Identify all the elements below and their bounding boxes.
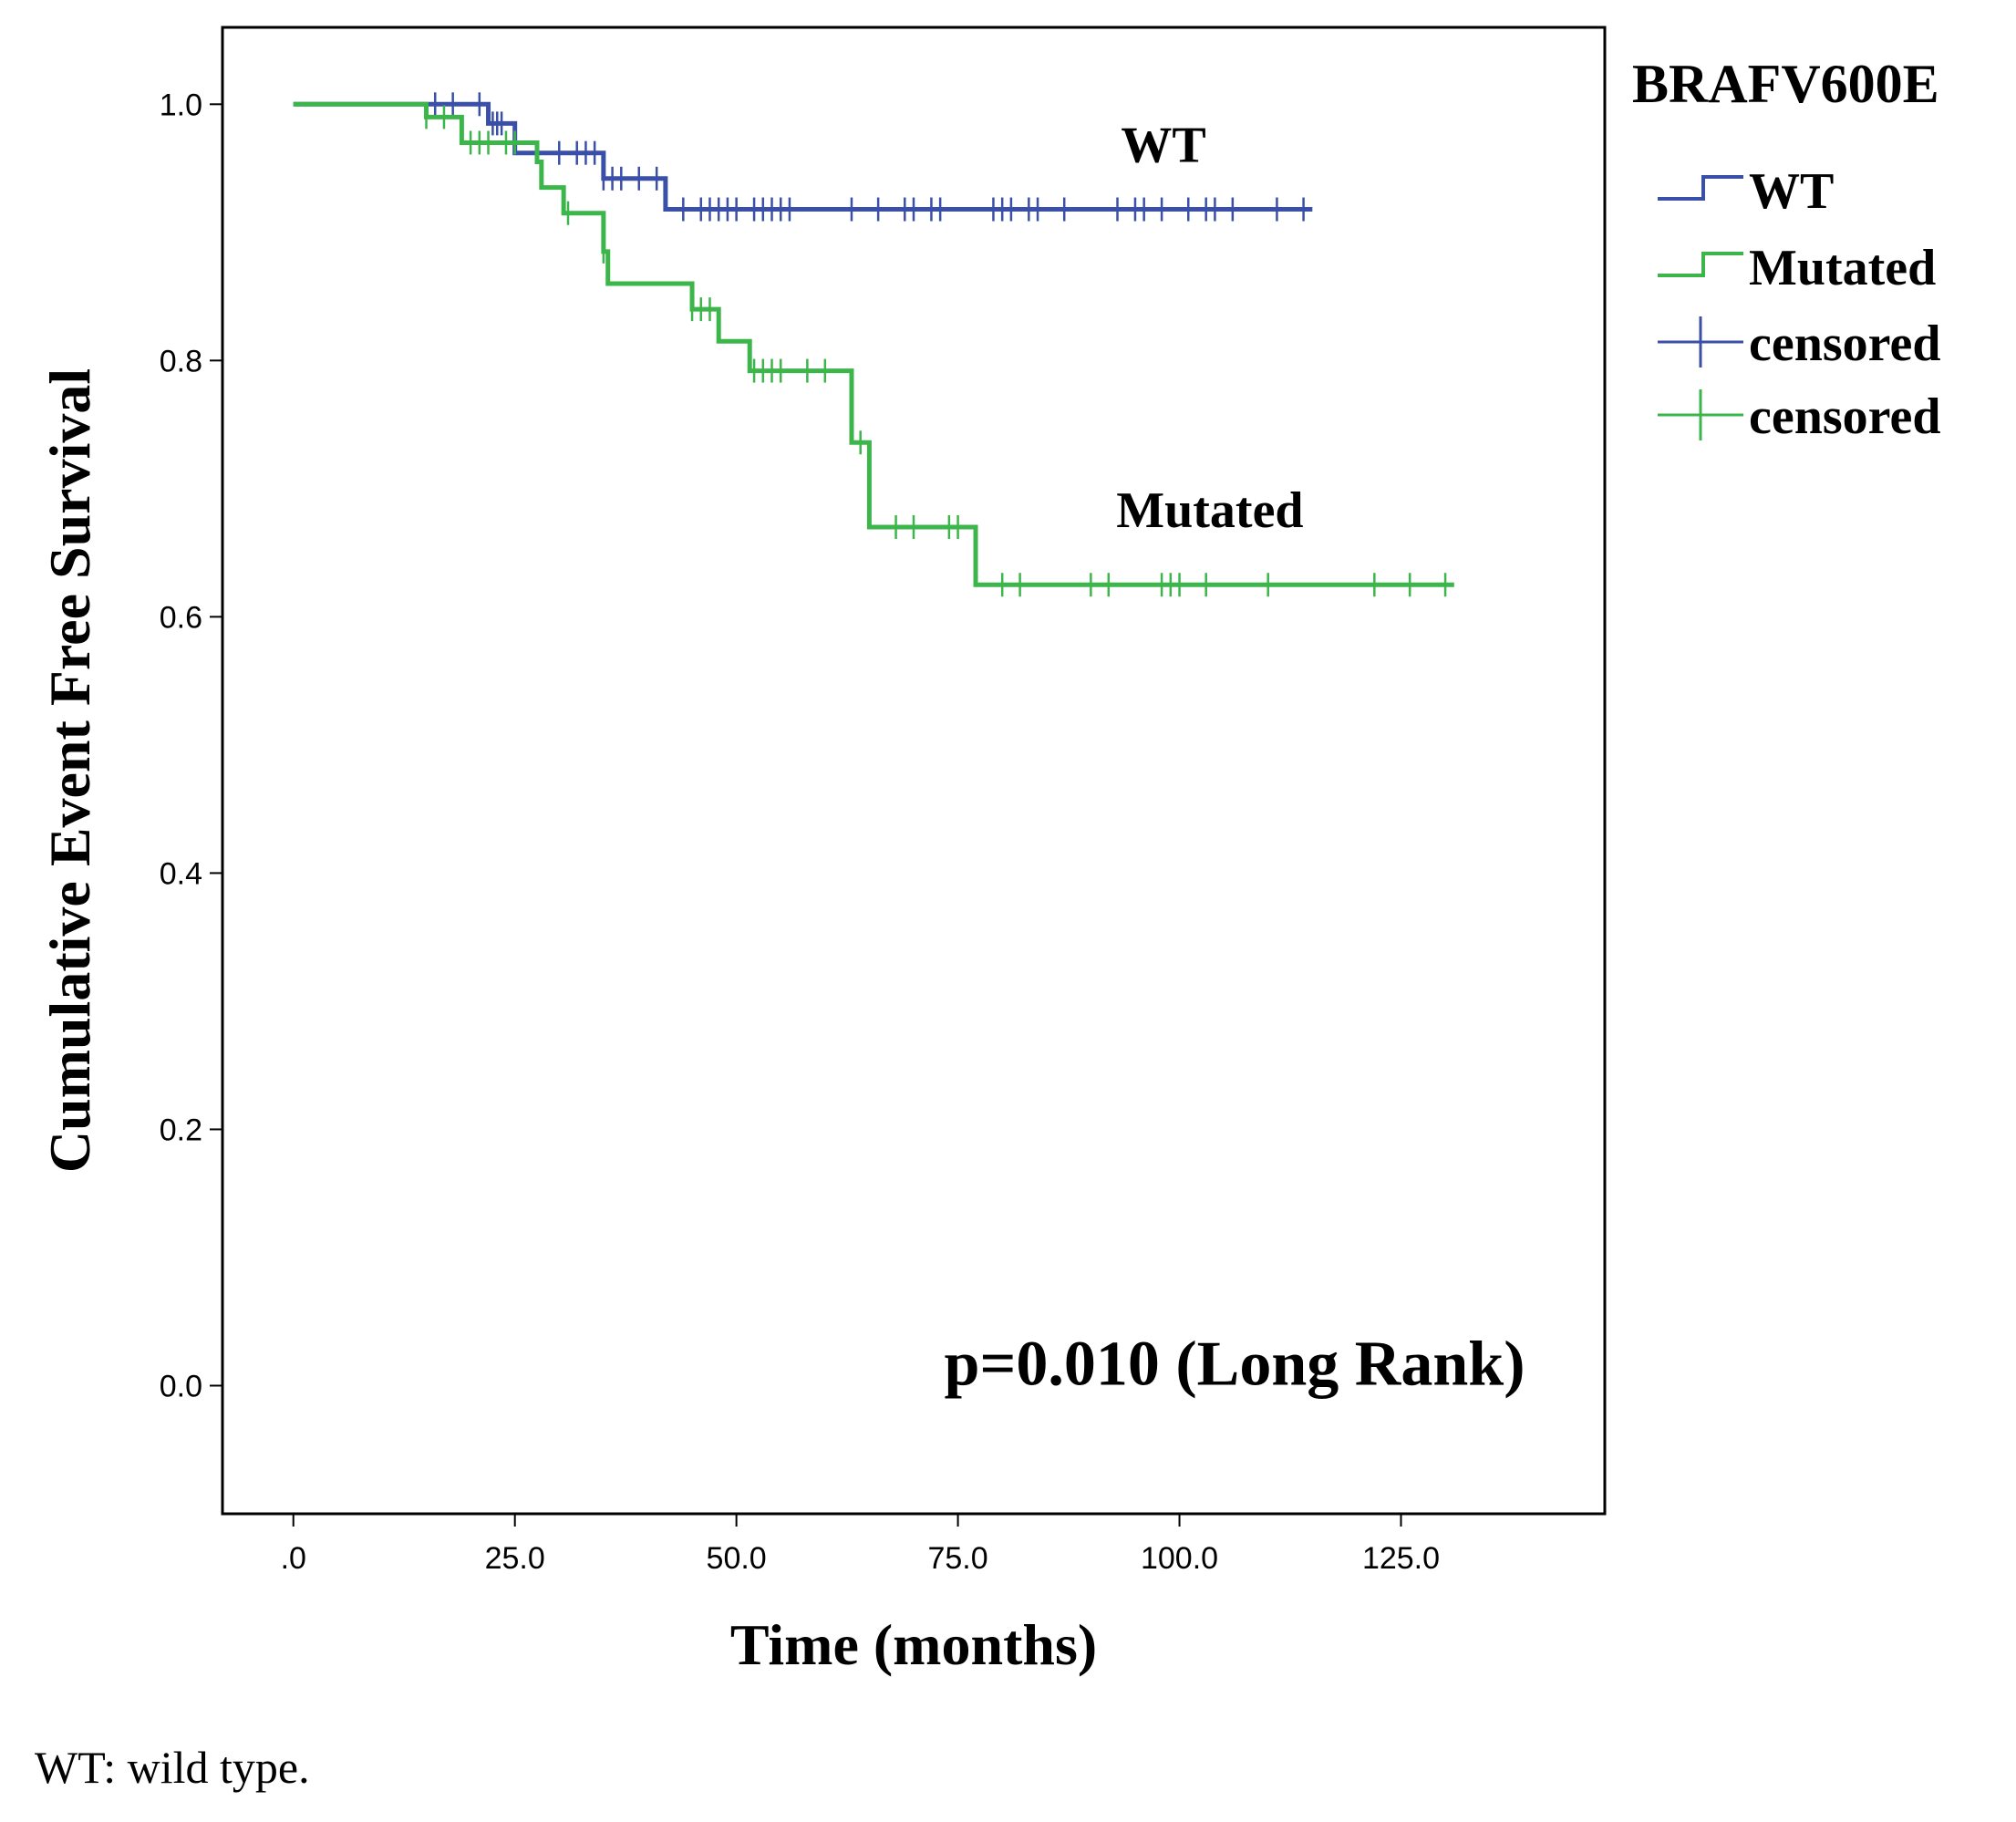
p-value-annotation: p=0.010 (Long Rank) (945, 1329, 1525, 1399)
y-tick-labels: 0.0 0.2 0.4 0.6 0.8 1.0 (160, 88, 202, 1403)
x-axis-title: Time (months) (730, 1612, 1097, 1677)
x-tick-label: 25.0 (485, 1541, 545, 1576)
legend-label: censored (1749, 316, 1941, 372)
x-tick-label: 50.0 (707, 1541, 767, 1576)
legend-entry: WT (1658, 163, 1834, 220)
legend-swatch-mutated (1658, 252, 1743, 277)
legend: BRAFV600E WT Mutated censored censored (1632, 54, 1941, 445)
legend-swatch-wt (1658, 175, 1743, 201)
y-tick-label: 1.0 (160, 88, 202, 122)
y-tick-label: 0.6 (160, 600, 202, 635)
y-tick-label: 0.0 (160, 1369, 202, 1403)
x-tick-label: .0 (281, 1541, 306, 1576)
y-tick-label: 0.8 (160, 344, 202, 378)
legend-label: Mutated (1749, 240, 1936, 296)
y-axis-title: Cumulative Event Free Survival (37, 368, 102, 1173)
legend-entry: Mutated (1658, 240, 1936, 296)
series-annotation: WT (1121, 118, 1205, 174)
legend-label: censored (1749, 388, 1941, 445)
y-tick-label: 0.4 (160, 856, 202, 891)
x-tick-labels: .0 25.0 50.0 75.0 100.0 125.0 (281, 1541, 1440, 1576)
axis-ticks (210, 103, 1402, 1527)
series-wt (293, 92, 1313, 222)
x-tick-label: 75.0 (927, 1541, 987, 1576)
legend-title: BRAFV600E (1632, 54, 1939, 114)
legend-label: WT (1749, 163, 1834, 220)
legend-entry: censored (1658, 388, 1941, 445)
x-tick-label: 100.0 (1141, 1541, 1218, 1576)
series-annotation: Mutated (1116, 482, 1303, 539)
annotation-layer: WT Mutated p=0.010 (Long Rank) (945, 118, 1525, 1400)
plot-frame (221, 26, 1607, 1516)
series-layer (293, 92, 1454, 597)
y-tick-label: 0.2 (160, 1113, 202, 1147)
x-tick-label: 125.0 (1362, 1541, 1440, 1576)
legend-entry: censored (1658, 316, 1941, 372)
legend-entries: WT Mutated censored censored (1658, 163, 1941, 445)
series-mutated (293, 101, 1454, 597)
footnote: WT: wild type. (35, 1742, 310, 1793)
